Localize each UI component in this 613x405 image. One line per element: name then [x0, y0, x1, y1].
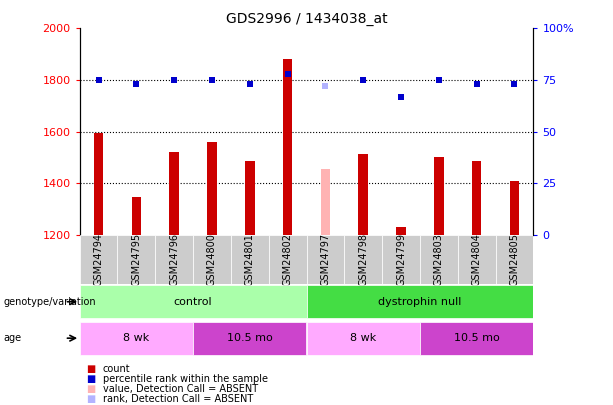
Text: dystrophin null: dystrophin null: [378, 297, 462, 307]
Text: genotype/variation: genotype/variation: [3, 297, 96, 307]
Text: GSM24799: GSM24799: [396, 233, 406, 286]
Bar: [420, 322, 533, 355]
Text: ■: ■: [86, 374, 95, 384]
Text: GSM24795: GSM24795: [131, 232, 142, 286]
Bar: [359, 153, 368, 235]
Text: percentile rank within the sample: percentile rank within the sample: [103, 374, 268, 384]
Text: ■: ■: [86, 384, 95, 394]
Bar: [132, 198, 141, 235]
Text: ■: ■: [86, 394, 95, 404]
Bar: [495, 235, 533, 284]
Bar: [396, 227, 406, 235]
Text: GSM24800: GSM24800: [207, 233, 217, 286]
Bar: [458, 235, 495, 284]
Text: rank, Detection Call = ABSENT: rank, Detection Call = ABSENT: [103, 394, 253, 404]
Bar: [434, 158, 444, 235]
Bar: [283, 60, 292, 235]
Bar: [169, 152, 179, 235]
Text: ■: ■: [86, 364, 95, 373]
Bar: [420, 235, 458, 284]
Bar: [472, 161, 481, 235]
Bar: [193, 322, 306, 355]
Text: 8 wk: 8 wk: [123, 333, 150, 343]
Text: GSM24797: GSM24797: [321, 232, 330, 286]
Bar: [80, 285, 306, 318]
Bar: [268, 235, 306, 284]
Bar: [231, 235, 268, 284]
Title: GDS2996 / 1434038_at: GDS2996 / 1434038_at: [226, 12, 387, 26]
Text: control: control: [173, 297, 213, 307]
Bar: [306, 235, 345, 284]
Text: 10.5 mo: 10.5 mo: [454, 333, 500, 343]
Bar: [94, 133, 104, 235]
Bar: [306, 285, 533, 318]
Bar: [509, 181, 519, 235]
Bar: [207, 142, 217, 235]
Bar: [306, 322, 420, 355]
Bar: [118, 235, 155, 284]
Bar: [155, 235, 193, 284]
Bar: [245, 161, 254, 235]
Text: GSM24801: GSM24801: [245, 233, 255, 286]
Text: GSM24805: GSM24805: [509, 233, 519, 286]
Text: GSM24804: GSM24804: [471, 233, 482, 286]
Bar: [193, 235, 231, 284]
Text: count: count: [103, 364, 131, 373]
Text: GSM24796: GSM24796: [169, 233, 179, 286]
Bar: [345, 235, 382, 284]
Bar: [80, 322, 193, 355]
Text: GSM24802: GSM24802: [283, 233, 292, 286]
Text: value, Detection Call = ABSENT: value, Detection Call = ABSENT: [103, 384, 258, 394]
Text: age: age: [3, 333, 21, 343]
Text: GSM24794: GSM24794: [94, 233, 104, 286]
Bar: [382, 235, 420, 284]
Text: 8 wk: 8 wk: [350, 333, 376, 343]
Text: 10.5 mo: 10.5 mo: [227, 333, 273, 343]
Bar: [80, 235, 118, 284]
Text: GSM24803: GSM24803: [434, 233, 444, 286]
Text: GSM24798: GSM24798: [358, 233, 368, 286]
Bar: [321, 169, 330, 235]
